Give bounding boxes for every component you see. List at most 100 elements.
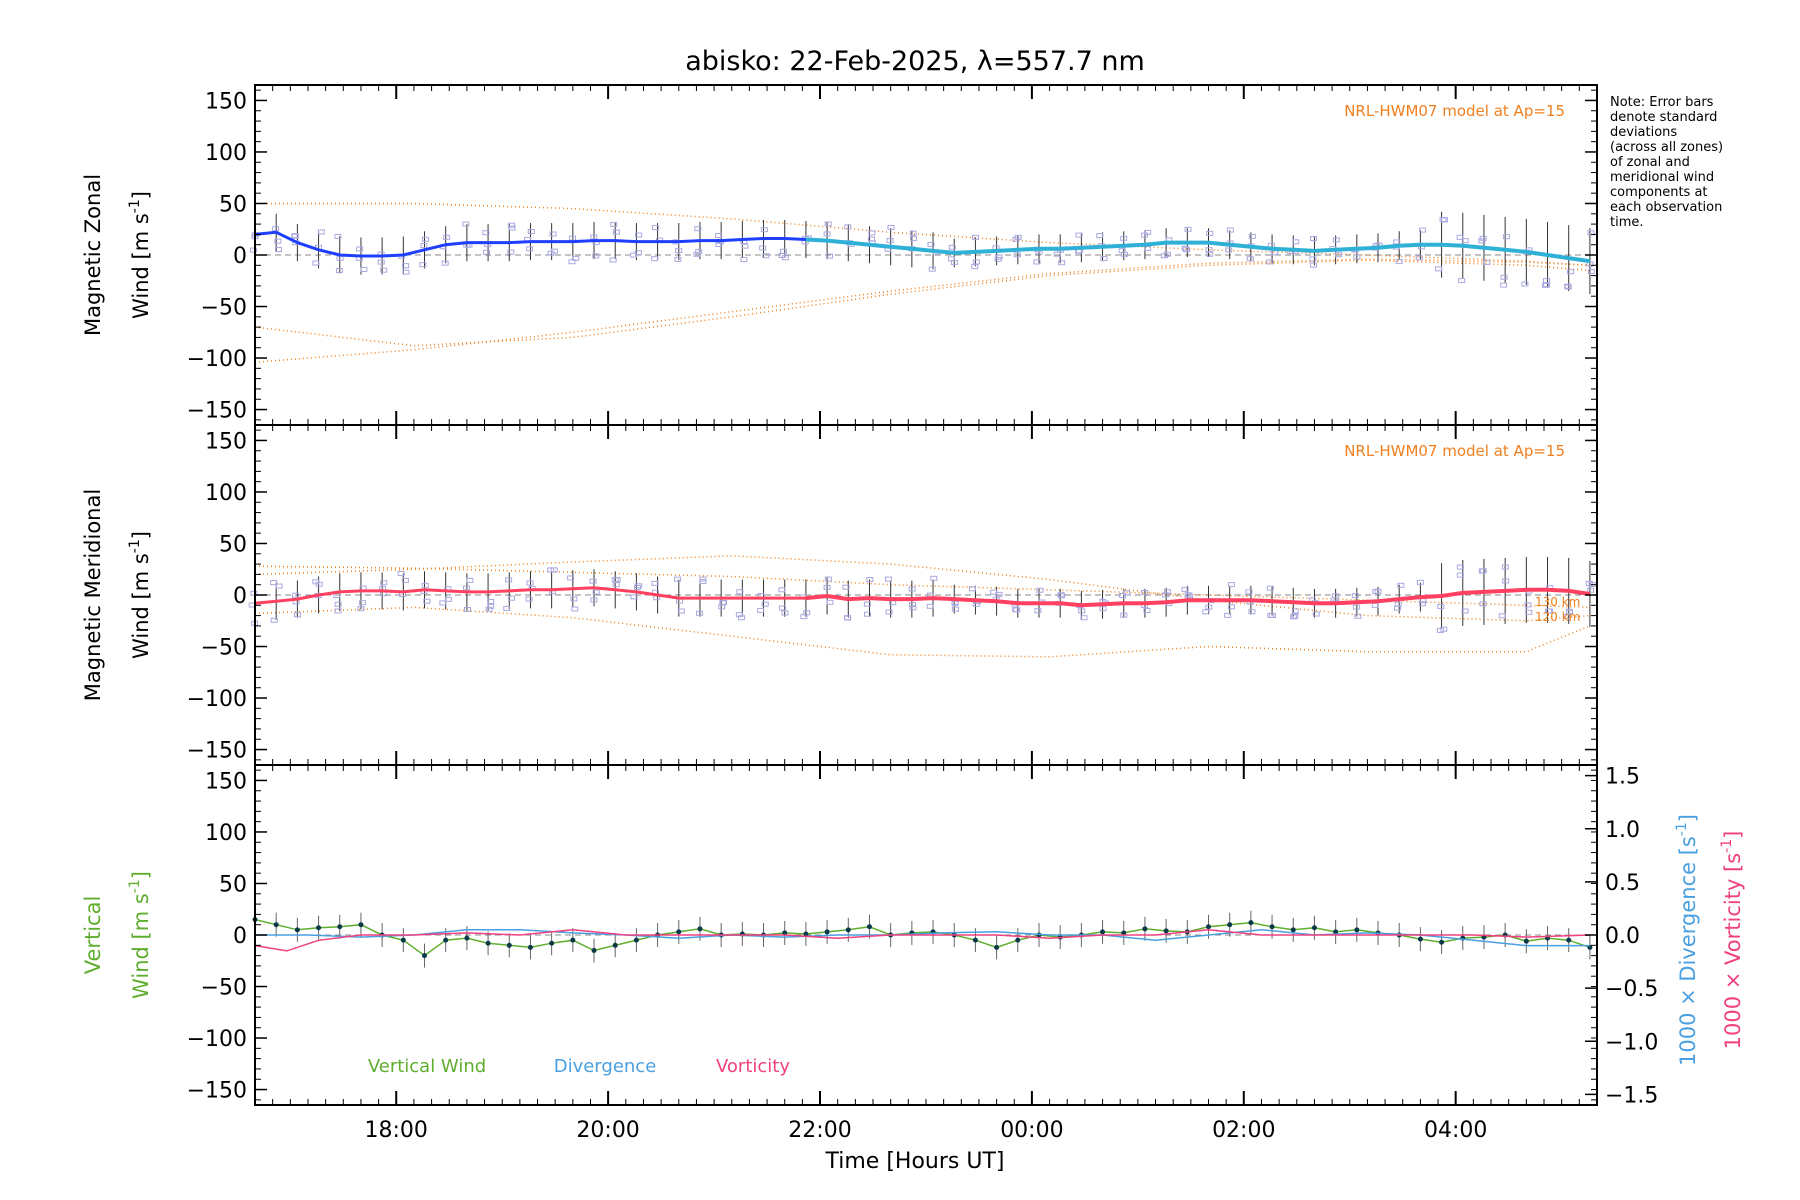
vertical-wind-point [527, 944, 533, 950]
vertical-wind-point [337, 924, 343, 930]
zone-marker [842, 584, 850, 590]
vertical-wind-point [443, 937, 449, 943]
zone-marker [1184, 226, 1192, 232]
y2-axis-label-divergence: 1000 × Divergence [s-1] [1674, 814, 1700, 1066]
zone-marker [612, 229, 620, 235]
zone-marker [1566, 609, 1574, 615]
zone-marker [1456, 564, 1464, 570]
zone-marker [423, 598, 431, 604]
zone-marker [293, 612, 301, 618]
zone-marker [1096, 233, 1104, 239]
y-tick-label: −50 [201, 976, 247, 1001]
zone-marker [1498, 613, 1506, 619]
y-axis-label-line2: Wind [m s-1] [127, 191, 153, 319]
zone-marker [887, 224, 895, 230]
zone-marker [972, 259, 980, 265]
zone-marker [526, 580, 534, 586]
y-tick-label: 0 [233, 584, 247, 609]
zone-marker [740, 257, 748, 263]
zone-marker [694, 226, 702, 232]
zone-marker [1246, 256, 1254, 262]
zone-marker [1437, 603, 1445, 609]
vertical-wind-point [1290, 927, 1296, 933]
y-tick-label: 150 [205, 769, 247, 794]
model-curve-3 [254, 606, 1591, 658]
zone-marker [547, 567, 555, 573]
zone-marker [675, 248, 683, 254]
zone-marker [1502, 578, 1510, 584]
note-line: denote standard [1610, 110, 1718, 125]
zone-marker [443, 234, 451, 240]
zone-marker [1397, 582, 1405, 588]
zone-marker [1542, 278, 1550, 284]
model-curve-3 [255, 202, 1590, 267]
zone-marker [402, 269, 410, 275]
zone-marker [444, 596, 452, 602]
zone-marker [1291, 608, 1299, 614]
vertical-wind-point [1566, 937, 1572, 943]
zone-marker [908, 602, 916, 608]
vertical-wind-point [994, 944, 1000, 950]
note-line: of zonal and [1610, 155, 1690, 170]
zone-marker [464, 606, 472, 612]
model-curve-1 [254, 565, 1590, 609]
zone-marker [676, 598, 684, 604]
zone-marker [1248, 233, 1256, 239]
zone-marker [1182, 247, 1190, 253]
zone-marker [778, 587, 786, 593]
zone-marker [1291, 613, 1299, 619]
zone-marker [1057, 592, 1065, 598]
zone-marker [972, 234, 980, 240]
zone-marker [867, 236, 875, 242]
zone-marker [1502, 234, 1510, 240]
zone-marker [611, 577, 619, 583]
model-label: NRL-HWM07 model at Ap=15 [1344, 102, 1565, 120]
zone-marker [928, 266, 936, 272]
zone-marker [335, 267, 343, 273]
zone-marker [715, 242, 723, 248]
meridional-wind-line [254, 586, 828, 605]
zone-marker [968, 586, 976, 592]
zone-marker [250, 590, 258, 596]
zone-marker [719, 599, 727, 605]
zone-marker [487, 599, 495, 605]
y-tick-label: 100 [205, 481, 247, 506]
zone-marker [610, 221, 618, 227]
note-line: deviations [1610, 125, 1678, 140]
vertical-wind-point [570, 937, 576, 943]
zone-marker [1545, 608, 1553, 614]
zone-marker [507, 222, 515, 228]
legend-vertical-wind: Vertical Wind [368, 1056, 486, 1077]
zone-marker [592, 589, 600, 595]
zone-marker [760, 227, 768, 233]
zone-marker [1034, 608, 1042, 614]
vertical-wind-point [358, 922, 364, 928]
zone-marker [803, 610, 811, 616]
zone-marker [651, 225, 659, 231]
y-tick-label: 100 [205, 141, 247, 166]
chart-title: abisko: 22-Feb-2025, λ=557.7 nm [685, 46, 1145, 77]
zone-marker [780, 248, 788, 254]
zone-marker [527, 229, 535, 235]
zone-marker [844, 615, 852, 621]
zone-marker [866, 577, 874, 583]
zone-marker [1309, 256, 1317, 262]
vertical-wind-point [506, 942, 512, 948]
zone-marker [824, 221, 832, 227]
zone-marker [1078, 608, 1086, 614]
y2-tick-label: 1.5 [1605, 765, 1640, 790]
zone-marker [674, 576, 682, 582]
zone-marker [1419, 227, 1427, 233]
vertical-wind-point [1417, 936, 1423, 942]
y2-axis-label-vorticity: 1000 × Vorticity [s-1] [1719, 831, 1745, 1050]
zone-marker [312, 260, 320, 266]
zone-marker [592, 253, 600, 259]
y-tick-label: −150 [187, 739, 247, 764]
x-tick-label: 04:00 [1424, 1118, 1487, 1143]
zone-marker [549, 231, 557, 237]
zone-marker [1119, 593, 1127, 599]
zone-marker [761, 601, 769, 607]
y-tick-label: 150 [205, 89, 247, 114]
zone-marker [868, 230, 876, 236]
